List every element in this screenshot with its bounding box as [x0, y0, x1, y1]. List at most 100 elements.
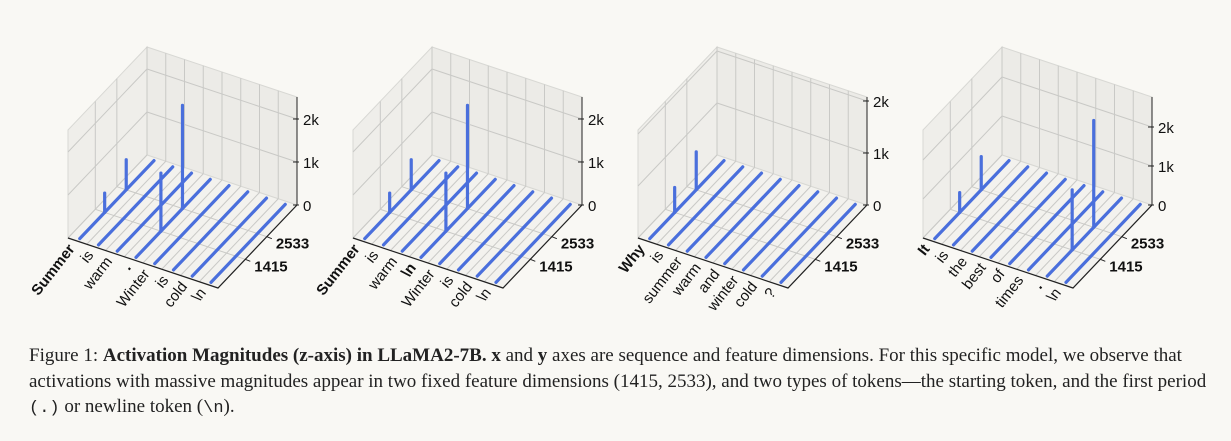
token-activation-line	[648, 159, 726, 241]
token-activation-line	[741, 190, 820, 272]
token-activation-line	[1045, 196, 1124, 278]
token-activation-line	[723, 184, 801, 266]
z-tick-label: 2k	[303, 112, 319, 129]
wall-gridline	[637, 50, 868, 135]
panel-2: 01k2k14152533Summeriswarm\nWinteriscold\…	[313, 45, 604, 311]
z-tick-label: 0	[303, 198, 311, 215]
y-tick-label: 1415	[1109, 258, 1142, 275]
token-activation-line	[666, 165, 745, 247]
floor-gridline	[1035, 192, 1115, 276]
floor-gridline	[665, 208, 816, 260]
x-token-label: .	[1030, 279, 1046, 293]
x-token-label: ?	[761, 285, 780, 302]
token-activation-line	[1026, 190, 1105, 272]
floor-gridline	[731, 185, 812, 270]
floor-gridline	[123, 173, 204, 258]
token-activation-line	[363, 159, 441, 241]
caption-body: axes are sequence and feature dimensions…	[29, 345, 1207, 392]
floor-gridline	[352, 154, 433, 239]
y-tick	[245, 258, 251, 262]
caption-title: Activation Magnitudes (z-axis) in LLaMA2…	[102, 345, 487, 366]
z-tick-label: 0	[1158, 198, 1166, 215]
floor-gridline	[693, 173, 774, 258]
floor-gridline	[105, 167, 185, 251]
wall-gridline	[67, 111, 298, 196]
token-activation-line	[134, 177, 212, 259]
token-activation-line	[685, 171, 764, 253]
wall-gridline	[637, 102, 868, 187]
y-tick-label: 2533	[846, 236, 879, 253]
z-tick-label: 1k	[588, 155, 604, 172]
floor-gridline	[390, 167, 470, 251]
floor-gridline	[465, 192, 545, 276]
z-tick-label: 1k	[303, 155, 319, 172]
y-tick-label: 2533	[1131, 236, 1164, 253]
caption-y: y	[537, 345, 548, 366]
x-token-label: Summer	[313, 241, 363, 299]
axis-edges	[352, 204, 583, 289]
floor-gridline	[483, 198, 564, 283]
token-activation-line	[933, 159, 1011, 241]
y-tick	[266, 236, 273, 240]
floor-gridline	[997, 179, 1078, 264]
z-tick-label: 1k	[873, 146, 889, 163]
floor-gridline	[142, 179, 223, 264]
floor-gridline	[401, 186, 553, 238]
floor-gridline	[95, 208, 246, 260]
x-token-label: Summer	[28, 241, 78, 299]
caption-x: x	[491, 345, 501, 366]
floor-gridline	[446, 185, 527, 270]
wall-gridline	[352, 68, 583, 153]
token-activation-line	[1064, 202, 1142, 284]
y-tick-label: 2533	[561, 236, 594, 253]
floor-gridline	[675, 167, 755, 251]
z-tick-label: 2k	[588, 112, 604, 129]
z-tick-label: 1k	[1158, 159, 1174, 176]
y-tick	[530, 258, 536, 262]
caption-body-2: or newline token (	[59, 396, 204, 417]
token-activation-line	[419, 177, 497, 259]
caption-prefix: Figure 1:	[29, 345, 103, 366]
y-tick-label: 2533	[276, 236, 309, 253]
y-tick	[815, 258, 821, 262]
floor-gridline	[67, 154, 148, 239]
floor-gridline	[750, 192, 830, 276]
axis-edges	[67, 204, 298, 289]
token-activation-line	[779, 202, 857, 284]
wall-gridline	[922, 76, 1153, 161]
y-tick	[1100, 258, 1106, 262]
floor-gridline	[712, 179, 793, 264]
floor-gridline	[161, 185, 242, 270]
token-activation-line	[494, 202, 572, 284]
floor-gridline	[380, 208, 531, 260]
wall-gridline	[922, 115, 1153, 200]
figure-caption: Figure 1: Activation Magnitudes (z-axis)…	[29, 343, 1224, 422]
floor-gridline	[941, 160, 1022, 245]
caption-newline-code: \n	[203, 399, 224, 418]
token-activation-line	[153, 184, 231, 266]
floor-gridline	[686, 186, 838, 238]
token-activation-line	[78, 159, 156, 241]
floor-gridline	[960, 167, 1040, 251]
token-activation-line	[760, 196, 839, 278]
token-activation-line	[209, 202, 287, 284]
token-activation-line	[989, 177, 1067, 259]
token-activation-line	[171, 190, 250, 272]
y-tick	[1121, 236, 1128, 240]
token-activation-line	[951, 165, 1030, 247]
token-activation-line	[456, 190, 535, 272]
caption-period-code: (.)	[29, 399, 60, 418]
floor-gridline	[950, 208, 1101, 260]
floor-gridline	[86, 160, 167, 245]
z-tick-label: 2k	[873, 94, 889, 111]
wall-gridline	[352, 111, 583, 196]
floor-gridline	[656, 160, 737, 245]
y-tick-label: 1415	[824, 258, 857, 275]
z-tick-label: 0	[588, 198, 596, 215]
floor-gridline	[408, 173, 489, 258]
token-activation-line	[115, 171, 194, 253]
x-token-label: Why	[616, 241, 649, 277]
